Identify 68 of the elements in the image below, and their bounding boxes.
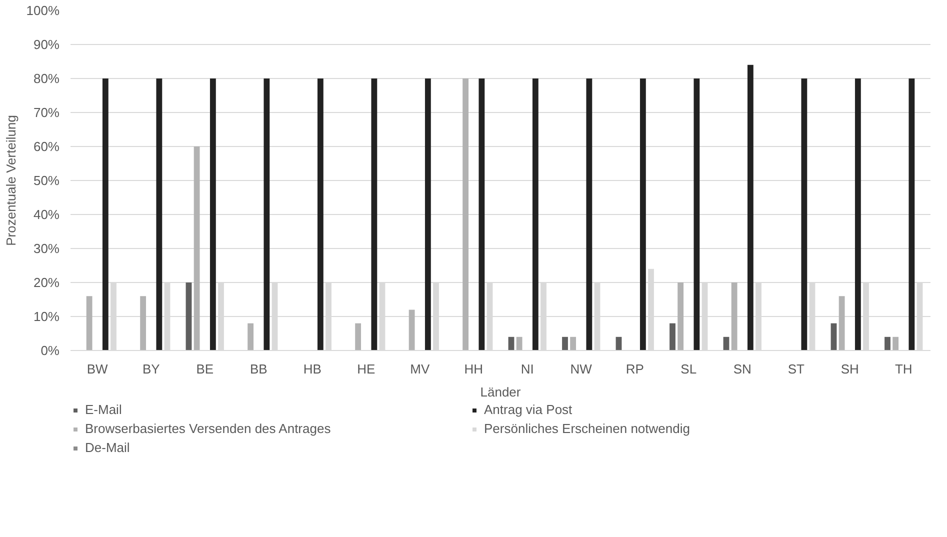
y-tick-label: 10% [33,309,60,324]
bar [678,282,684,350]
y-axis-title: Prozentuale Verteilung [3,115,18,246]
x-tick-label: BB [250,362,268,376]
bar [801,78,808,350]
x-tick-label: BW [86,362,109,376]
bar [462,78,469,350]
bar [532,78,538,350]
x-tick-label: SL [680,362,697,376]
y-tick-label: 50% [33,173,60,188]
bar [408,310,415,350]
x-tick-label: HH [464,362,484,376]
bar [248,323,254,350]
x-tick-label: HB [303,362,322,376]
bar [884,336,890,350]
y-tick-label: 20% [33,275,60,290]
bar [140,296,146,350]
bar [102,78,108,350]
y-tick-label: 70% [33,105,60,120]
bar [371,78,378,350]
x-tick-label: NW [570,362,593,376]
x-tick-label: HE [357,362,376,376]
bar [478,78,485,350]
x-tick-label: SH [840,362,859,376]
x-tick-label: NI [520,362,534,376]
bar [156,78,162,350]
bar [194,146,200,350]
bar [830,323,837,350]
bar [570,336,576,350]
bar [86,296,92,350]
x-axis-title: Länder [480,384,522,400]
legend-label: De-Mail [85,440,131,455]
bar [731,282,738,350]
bar [516,336,522,350]
bar [892,336,899,350]
x-tick-label: BY [142,362,160,376]
legend-label: Persönliches Erscheinen notwendig [484,421,691,436]
bar [317,78,324,350]
x-tick-label: SN [733,362,752,376]
x-tick-label: TH [894,362,912,376]
x-tick-label: MV [410,362,430,376]
bar [908,78,915,350]
bar [355,323,362,350]
y-tick-label: 30% [33,241,60,256]
bar [424,78,431,350]
y-tick-label: 100% [26,3,60,18]
y-tick-label: 40% [33,207,60,222]
bar [670,323,676,350]
y-tick-label: 90% [33,37,60,52]
legend-label: Browserbasiertes Versenden des Antrages [85,421,332,436]
x-tick-label: BE [196,362,214,376]
bar [186,282,192,350]
y-tick-label: 0% [40,343,60,358]
bar [562,336,568,350]
y-tick-label: 60% [33,139,60,154]
bar [264,78,270,350]
bar [640,78,646,350]
bar [210,78,216,350]
y-tick-label: 80% [33,71,60,86]
x-tick-label: ST [788,362,804,376]
bar [747,64,754,350]
legend-label: Antrag via Post [484,402,574,417]
bar [838,296,845,350]
bar [694,78,700,350]
x-tick-label: RP [626,362,644,376]
bar [586,78,592,350]
bar [854,78,861,350]
legend-label: E-Mail [85,402,123,417]
